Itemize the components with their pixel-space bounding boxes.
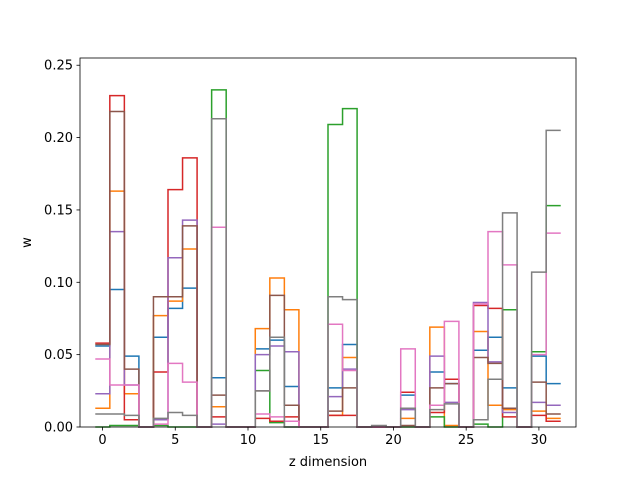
y-tick-label: 0.25 <box>44 59 73 74</box>
x-axis-label: z dimension <box>289 455 367 470</box>
y-tick-label: 0.00 <box>44 421 73 436</box>
y-tick-label: 0.20 <box>44 131 73 146</box>
series-line-7 <box>95 118 561 428</box>
x-tick-label: 15 <box>312 433 329 448</box>
y-tick-label: 0.10 <box>44 276 73 291</box>
x-tick-label: 20 <box>385 433 402 448</box>
x-tick-label: 0 <box>98 433 106 448</box>
plot-lines <box>95 89 561 428</box>
plot-frame <box>79 57 577 428</box>
x-tick-label: 30 <box>531 433 548 448</box>
y-tick-label: 0.05 <box>44 348 73 363</box>
x-tick-label: 10 <box>240 433 257 448</box>
x-axis: 0 5 10 15 20 25 30 <box>98 427 547 448</box>
y-axis-label: w <box>20 237 35 248</box>
x-tick-label: 5 <box>171 433 179 448</box>
y-tick-label: 0.15 <box>44 203 73 218</box>
y-axis: 0.00 0.05 0.10 0.15 0.20 0.25 <box>44 59 80 436</box>
x-tick-label: 25 <box>458 433 475 448</box>
